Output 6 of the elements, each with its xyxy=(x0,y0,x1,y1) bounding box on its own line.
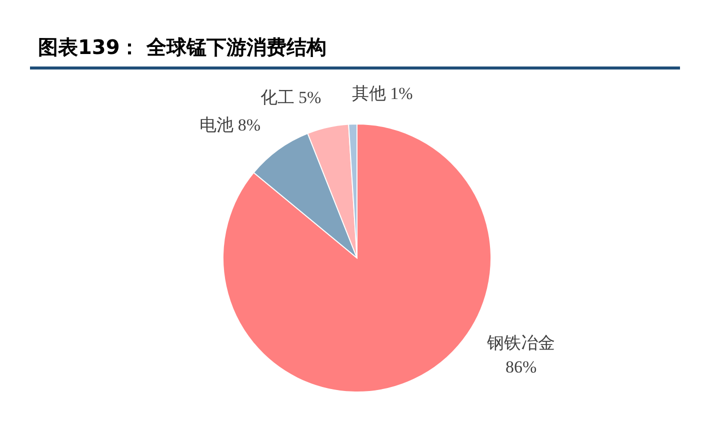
slice-label: 其他 1% xyxy=(352,84,413,104)
slice-label: 化工 5% xyxy=(260,88,322,107)
slice-label: 钢铁冶金 xyxy=(486,333,556,352)
slice-label: 电池 8% xyxy=(200,115,261,134)
data-label: 86% xyxy=(506,357,537,376)
chart-title: 图表139： 全球锰下游消费结构 xyxy=(38,35,327,59)
